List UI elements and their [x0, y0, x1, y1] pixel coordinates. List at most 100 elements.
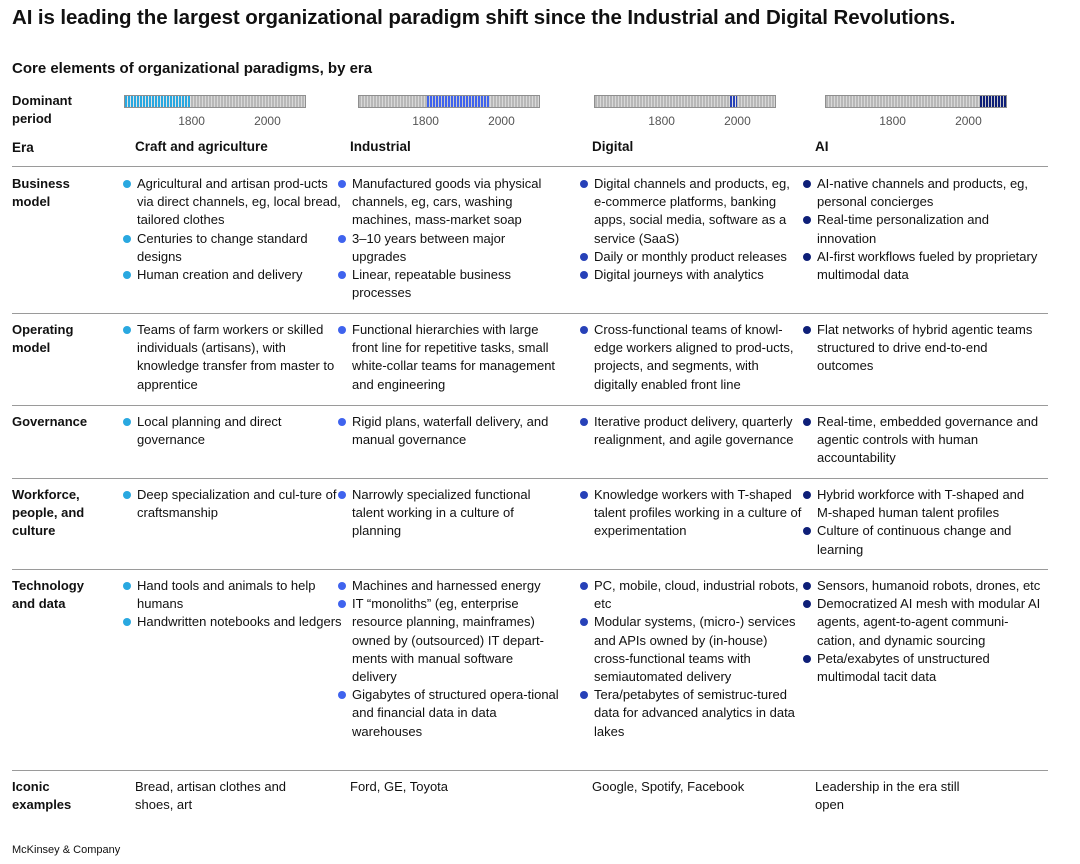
bullet-dot-icon — [580, 582, 588, 590]
list-item: Agricultural and artisan prod-ucts via d… — [123, 175, 345, 230]
list-item-text: Iterative product delivery, quarterly re… — [594, 414, 794, 448]
list-item: AI-native channels and products, eg, per… — [803, 175, 1041, 211]
iconic-example: Google, Spotify, Facebook — [592, 779, 745, 794]
bullet-dot-icon — [580, 418, 588, 426]
bullet-dot-icon — [123, 180, 131, 188]
list-item: Linear, repeatable business processes — [338, 266, 560, 302]
era-header-craft: Craft and agriculture — [135, 139, 268, 154]
list-item-text: Real-time, embedded governance and agent… — [817, 414, 1039, 466]
list-item-text: Digital channels and products, eg, e-com… — [594, 176, 790, 246]
bullet-dot-icon — [803, 418, 811, 426]
list-item: Gigabytes of structured opera-tional and… — [338, 686, 560, 741]
bullet-dot-icon — [123, 271, 131, 280]
list-item-text: Knowledge workers with T-shaped talent p… — [594, 487, 802, 539]
list-item-text: Agricultural and artisan prod-ucts via d… — [137, 176, 341, 228]
table-cell: Rigid plans, waterfall delivery, and man… — [338, 413, 560, 449]
list-item: Narrowly specialized functional talent w… — [338, 486, 560, 541]
era-header-digital: Digital — [592, 139, 634, 154]
list-item: Daily or monthly product releases — [580, 248, 802, 266]
list-item-text: Modular systems, (micro-) services and A… — [594, 614, 796, 685]
list-item-text: Human creation and delivery — [137, 267, 303, 283]
list-item: Iterative product delivery, quarterly re… — [580, 413, 802, 449]
list-item-text: Peta/exabytes of unstructured multimodal… — [817, 650, 990, 685]
bullet-dot-icon — [580, 271, 588, 280]
list-item: Flat networks of hybrid agentic teams st… — [803, 321, 1041, 376]
timeline-tick-label: 2000 — [488, 114, 515, 128]
list-item-text: Manufactured goods via physical channels… — [352, 176, 542, 228]
row-label-iconic: Iconic examples — [12, 779, 72, 812]
bullet-dot-icon — [123, 418, 131, 426]
list-item-text: Deep specialization and cul-ture of craf… — [137, 487, 337, 521]
list-item: AI-first workflows fueled by proprietary… — [803, 248, 1041, 284]
timeline-tick-label: 1800 — [178, 114, 205, 128]
list-item-text: Gigabytes of structured opera-tional and… — [352, 687, 559, 739]
iconic-example: Ford, GE, Toyota — [350, 779, 449, 794]
list-item-text: Culture of continuous change and learnin… — [817, 523, 1012, 557]
table-cell: Local planning and direct governance — [123, 413, 345, 449]
bullet-dot-icon — [338, 582, 346, 590]
timeline-dominant-fill-craft — [125, 96, 192, 107]
table-cell: Hybrid workforce with T-shaped and M-sha… — [803, 486, 1041, 559]
table-cell: Agricultural and artisan prod-ucts via d… — [123, 175, 345, 284]
table-cell: AI-native channels and products, eg, per… — [803, 175, 1041, 284]
timeline-tick-label: 2000 — [724, 114, 751, 128]
timeline-bar-ai — [825, 95, 1007, 108]
list-item-text: Centuries to change standard designs — [137, 230, 308, 264]
bullet-dot-icon — [803, 180, 811, 188]
list-item: Manufactured goods via physical channels… — [338, 175, 560, 230]
list-item: Handwritten notebooks and ledgers — [123, 613, 345, 631]
table-cell: Machines and harnessed energy IT “monolit… — [338, 577, 560, 741]
list-item: Sensors, humanoid robots, drones, etc — [803, 577, 1041, 595]
timeline-dominant-fill-ai — [979, 96, 1006, 107]
bullet-dot-icon — [123, 618, 131, 627]
list-item: Real-time, embedded governance and agent… — [803, 413, 1041, 468]
list-item: Functional hierarchies with large front … — [338, 321, 560, 394]
timeline-tick-label: 1800 — [879, 114, 906, 128]
bullet-dot-icon — [803, 527, 811, 536]
list-item-text: Hybrid workforce with T-shaped and M-sha… — [817, 487, 1025, 521]
list-item: Peta/exabytes of unstructured multimodal… — [803, 650, 1041, 686]
table-cell: Narrowly specialized functional talent w… — [338, 486, 560, 541]
list-item: 3–10 years between major upgrades — [338, 230, 560, 266]
bullet-dot-icon — [338, 271, 346, 280]
list-item-text: Rigid plans, waterfall delivery, and man… — [352, 414, 549, 448]
list-item-text: Flat networks of hybrid agentic teams st… — [817, 322, 1033, 374]
list-item: IT “monoliths” (eg, enterprise resource … — [338, 595, 560, 686]
list-item-text: Tera/petabytes of semistruc-tured data f… — [594, 687, 795, 739]
iconic-example: Leadership in the era still open — [815, 779, 960, 813]
table-cell: Knowledge workers with T-shaped talent p… — [580, 486, 802, 541]
bullet-dot-icon — [123, 234, 131, 243]
bullet-dot-icon — [580, 326, 588, 334]
table-cell: Functional hierarchies with large front … — [338, 321, 560, 394]
bullet-dot-icon — [580, 491, 588, 499]
list-item-text: Handwritten notebooks and ledgers — [137, 614, 342, 630]
list-item: Digital journeys with analytics — [580, 266, 802, 284]
list-item: Culture of continuous change and learnin… — [803, 522, 1041, 558]
timeline-dominant-fill-digital — [729, 96, 738, 107]
bullet-dot-icon — [580, 180, 588, 188]
bullet-dot-icon — [803, 600, 811, 609]
list-item-text: 3–10 years between major upgrades — [352, 230, 506, 264]
table-cell: Deep specialization and cul-ture of craf… — [123, 486, 345, 522]
row-label: Operating model — [12, 322, 74, 355]
bullet-dot-icon — [338, 180, 346, 188]
bullet-dot-icon — [338, 691, 346, 700]
bullet-dot-icon — [338, 491, 346, 499]
bullet-dot-icon — [580, 252, 588, 261]
list-item-text: Machines and harnessed energy — [352, 578, 541, 593]
list-item: PC, mobile, cloud, industrial robots, et… — [580, 577, 802, 613]
list-item-text: Digital journeys with analytics — [594, 267, 764, 283]
list-item: Centuries to change standard designs — [123, 230, 345, 266]
row-label: Workforce, people, and culture — [12, 487, 85, 538]
bullet-dot-icon — [123, 582, 131, 590]
list-item-text: Sensors, humanoid robots, drones, etc — [817, 578, 1041, 593]
table-cell: Flat networks of hybrid agentic teams st… — [803, 321, 1041, 376]
timeline-tick-label: 1800 — [648, 114, 675, 128]
list-item: Machines and harnessed energy — [338, 577, 560, 595]
list-item: Modular systems, (micro-) services and A… — [580, 613, 802, 686]
table-cell: Teams of farm workers or skilled individ… — [123, 321, 345, 394]
list-item-text: Real-time personalization and innovation — [817, 212, 989, 246]
footer-brand: McKinsey & Company — [12, 844, 121, 856]
list-item: Deep specialization and cul-ture of craf… — [123, 486, 345, 522]
row-divider — [12, 313, 1048, 314]
